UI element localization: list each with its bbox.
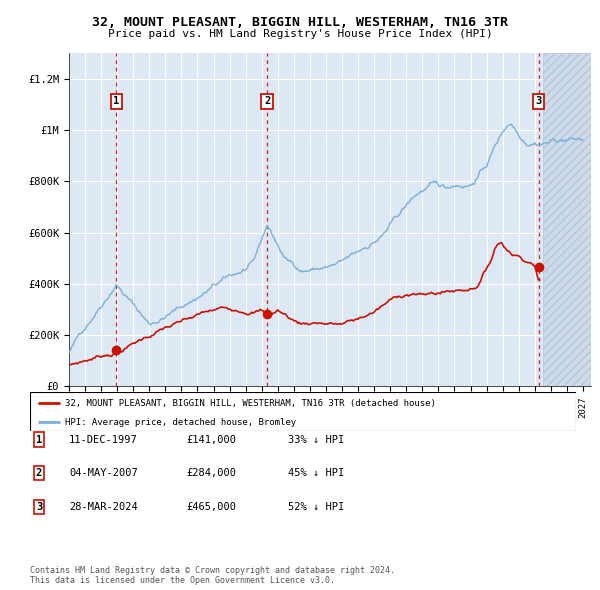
- Text: 1: 1: [113, 96, 119, 106]
- Text: 28-MAR-2024: 28-MAR-2024: [69, 502, 138, 512]
- Bar: [543, 53, 591, 386]
- Text: £284,000: £284,000: [186, 468, 236, 478]
- Text: £465,000: £465,000: [186, 502, 236, 512]
- Text: 45% ↓ HPI: 45% ↓ HPI: [288, 468, 344, 478]
- Text: HPI: Average price, detached house, Bromley: HPI: Average price, detached house, Brom…: [65, 418, 296, 427]
- Text: 11-DEC-1997: 11-DEC-1997: [69, 435, 138, 444]
- Text: 33% ↓ HPI: 33% ↓ HPI: [288, 435, 344, 444]
- Text: 3: 3: [36, 502, 42, 512]
- Text: 52% ↓ HPI: 52% ↓ HPI: [288, 502, 344, 512]
- Text: 32, MOUNT PLEASANT, BIGGIN HILL, WESTERHAM, TN16 3TR: 32, MOUNT PLEASANT, BIGGIN HILL, WESTERH…: [92, 16, 508, 29]
- Text: 2: 2: [36, 468, 42, 478]
- Text: 2: 2: [264, 96, 271, 106]
- Text: 3: 3: [536, 96, 542, 106]
- Text: Contains HM Land Registry data © Crown copyright and database right 2024.
This d: Contains HM Land Registry data © Crown c…: [30, 566, 395, 585]
- Text: 1: 1: [36, 435, 42, 444]
- Text: 04-MAY-2007: 04-MAY-2007: [69, 468, 138, 478]
- FancyBboxPatch shape: [30, 392, 576, 431]
- Text: £141,000: £141,000: [186, 435, 236, 444]
- Text: Price paid vs. HM Land Registry's House Price Index (HPI): Price paid vs. HM Land Registry's House …: [107, 29, 493, 38]
- Text: 32, MOUNT PLEASANT, BIGGIN HILL, WESTERHAM, TN16 3TR (detached house): 32, MOUNT PLEASANT, BIGGIN HILL, WESTERH…: [65, 399, 436, 408]
